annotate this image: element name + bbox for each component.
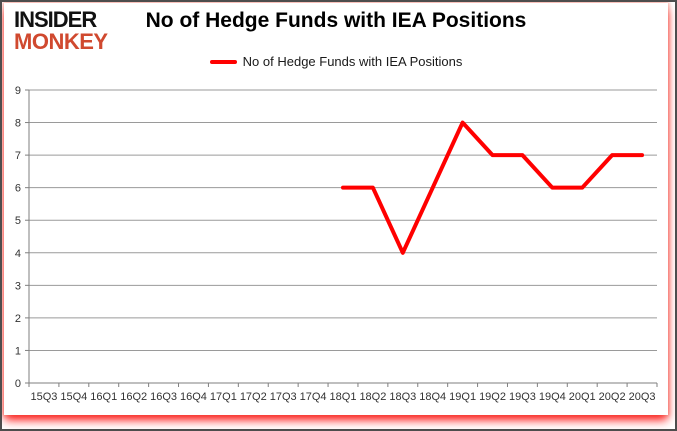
svg-text:18Q3: 18Q3	[389, 391, 416, 403]
svg-text:17Q3: 17Q3	[270, 391, 297, 403]
svg-text:8: 8	[15, 118, 21, 130]
insider-monkey-logo: INSIDER MONKEY	[14, 7, 108, 55]
logo-text-monkey: MONKEY	[14, 29, 108, 55]
svg-text:19Q4: 19Q4	[539, 391, 566, 403]
svg-text:16Q2: 16Q2	[120, 391, 147, 403]
legend-label: No of Hedge Funds with IEA Positions	[242, 54, 463, 69]
chart-title: No of Hedge Funds with IEA Positions	[145, 9, 527, 32]
svg-text:9: 9	[15, 85, 21, 97]
chart-card: 0 1 2 3 4 5 6 7 8 9 15Q3 15Q4 16Q1 16Q2 16Q3 16Q4 17Q1 17…	[4, 3, 668, 415]
svg-text:19Q3: 19Q3	[509, 391, 536, 403]
svg-text:7: 7	[15, 150, 21, 162]
svg-text:16Q3: 16Q3	[150, 391, 177, 403]
svg-text:17Q2: 17Q2	[240, 391, 267, 403]
legend: No of Hedge Funds with IEA Positions	[4, 54, 668, 69]
svg-text:0: 0	[15, 378, 21, 390]
svg-text:6: 6	[15, 183, 21, 195]
svg-text:3: 3	[15, 280, 21, 292]
svg-text:15Q4: 15Q4	[60, 391, 87, 403]
logo-text-insider: INSIDER	[14, 7, 97, 32]
svg-text:19Q1: 19Q1	[449, 391, 476, 403]
svg-text:5: 5	[15, 215, 21, 227]
svg-text:16Q4: 16Q4	[180, 391, 207, 403]
svg-text:16Q1: 16Q1	[90, 391, 117, 403]
svg-text:18Q4: 18Q4	[419, 391, 446, 403]
svg-text:20Q1: 20Q1	[569, 391, 596, 403]
svg-text:19Q2: 19Q2	[479, 391, 506, 403]
svg-text:18Q1: 18Q1	[330, 391, 357, 403]
svg-text:1: 1	[15, 345, 21, 357]
svg-text:18Q2: 18Q2	[359, 391, 386, 403]
legend-line-swatch	[209, 59, 237, 64]
svg-text:15Q3: 15Q3	[30, 391, 57, 403]
svg-text:17Q4: 17Q4	[300, 391, 327, 403]
svg-text:2: 2	[15, 313, 21, 325]
svg-text:20Q3: 20Q3	[629, 391, 656, 403]
svg-text:20Q2: 20Q2	[599, 391, 626, 403]
svg-text:17Q1: 17Q1	[210, 391, 237, 403]
svg-text:4: 4	[15, 248, 21, 260]
